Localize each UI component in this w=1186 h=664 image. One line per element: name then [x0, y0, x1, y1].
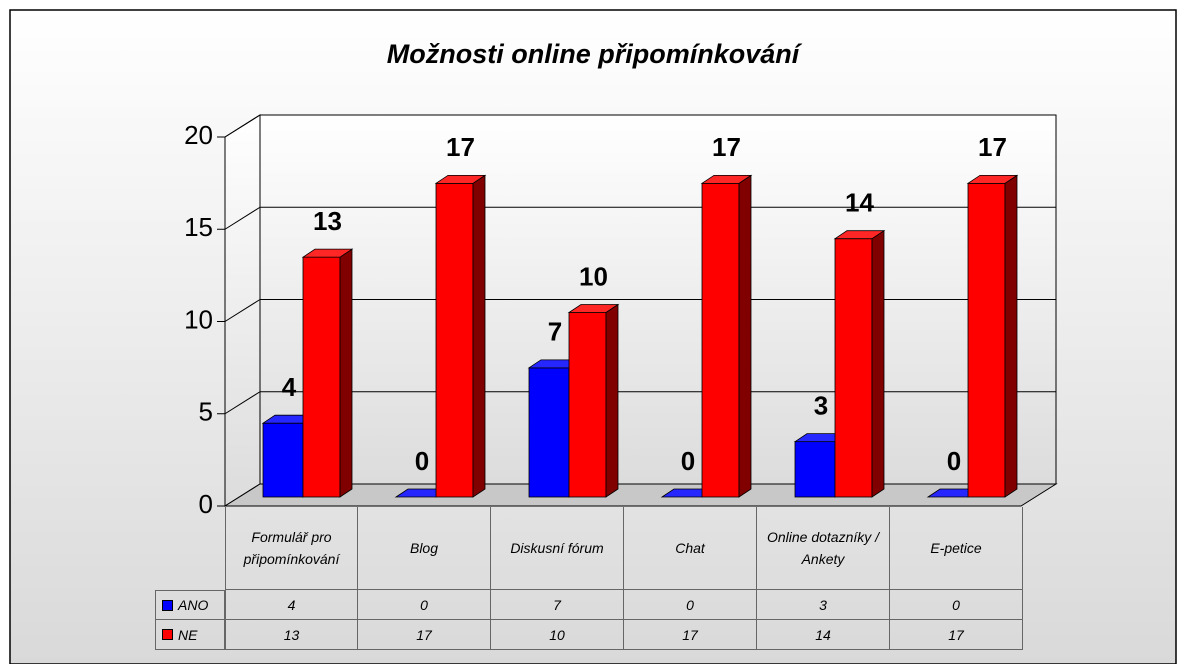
- bar-side: [339, 248, 353, 498]
- table-value: 0: [624, 590, 757, 620]
- bar-top: [434, 174, 487, 184]
- grid-line: [224, 206, 261, 230]
- legend-entry: ANO: [155, 590, 225, 620]
- legend-entry-text: ANO: [178, 597, 209, 613]
- table-value-text: 17: [416, 626, 432, 643]
- data-label: 14: [845, 188, 874, 218]
- table-value: 13: [225, 620, 358, 650]
- data-label: 13: [313, 206, 342, 236]
- data-label: 7: [548, 317, 562, 347]
- bar-top: [833, 230, 886, 240]
- category-cell-text: E-petice: [930, 540, 982, 556]
- bar-side: [871, 229, 885, 498]
- bar-top: [700, 174, 753, 184]
- bar-side: [738, 174, 752, 498]
- category-cell: Blog: [358, 507, 491, 590]
- bar-front: [794, 441, 836, 498]
- table-value-text: 3: [819, 596, 827, 613]
- table-value-text: 17: [682, 626, 698, 643]
- bar-front: [967, 182, 1006, 498]
- y-tick-label: 20: [184, 120, 213, 150]
- bar-side: [472, 174, 486, 498]
- bar-top: [301, 248, 354, 258]
- data-label: 17: [712, 132, 741, 162]
- table-value-text: 0: [952, 596, 960, 613]
- table-value-text: 4: [287, 596, 296, 613]
- table-value-text: 0: [420, 596, 428, 613]
- table-value: 0: [358, 590, 491, 620]
- bar-front: [701, 182, 740, 498]
- data-label: 3: [814, 391, 828, 421]
- legend-entry-text: NE: [178, 626, 198, 643]
- category-cell-text: Chat: [675, 540, 705, 556]
- table-value-text: 17: [948, 626, 964, 643]
- legend-entry: NE: [155, 620, 225, 650]
- table-value: 10: [491, 620, 624, 650]
- data-label: 4: [282, 372, 297, 402]
- category-cell: Online dotazníky / Ankety: [757, 507, 890, 590]
- table-value: 17: [624, 620, 757, 650]
- category-cell: Chat: [624, 507, 757, 590]
- table-value-text: 14: [815, 626, 831, 643]
- data-label: 17: [446, 132, 475, 162]
- category-cell: Formulář pro připomínkování: [225, 507, 358, 590]
- category-cell-text: Diskusní fórum: [510, 540, 604, 556]
- table-value: 4: [225, 590, 358, 620]
- y-tick-label: 15: [184, 212, 213, 242]
- legend-key: [162, 629, 173, 640]
- y-tick-label: 5: [199, 397, 213, 427]
- table-value-text: 7: [553, 596, 561, 613]
- bar-front: [435, 182, 474, 498]
- bar-front: [834, 238, 873, 498]
- category-cell: Diskusní fórum: [491, 507, 624, 590]
- data-label: 17: [978, 132, 1007, 162]
- y-tick-label: 10: [184, 304, 213, 334]
- chart-title: Možnosti online připomínkování: [387, 39, 803, 69]
- bar-side: [1004, 174, 1018, 498]
- data-label: 0: [947, 446, 961, 476]
- y-tick-label: 0: [199, 489, 213, 519]
- table-value: 0: [890, 590, 1023, 620]
- data-label: 0: [681, 446, 695, 476]
- grid-line: [224, 391, 261, 415]
- bar-top: [567, 304, 620, 313]
- legend-key: [162, 599, 173, 611]
- bar-front: [302, 256, 341, 498]
- table-value: 3: [757, 590, 890, 620]
- bar-front: [262, 422, 304, 498]
- bar-front: [568, 312, 607, 498]
- grid-line: [224, 114, 261, 138]
- table-value-text: 0: [686, 596, 694, 613]
- table-value: 17: [890, 620, 1023, 650]
- bar-side: [605, 303, 619, 498]
- data-label: 0: [415, 446, 429, 476]
- table-value: 17: [358, 620, 491, 650]
- table-value: 14: [757, 620, 890, 650]
- grid-line: [224, 299, 261, 322]
- category-cell-text: Formulář pro připomínkování: [243, 529, 340, 567]
- table-value-text: 13: [283, 626, 300, 643]
- category-cell: E-petice: [890, 507, 1023, 590]
- table-value: 7: [491, 590, 624, 620]
- category-cell-text: Online dotazníky / Ankety: [766, 529, 880, 567]
- bar-top: [966, 174, 1019, 184]
- data-label: 10: [579, 261, 608, 291]
- bar-front: [528, 367, 570, 498]
- table-value-text: 10: [549, 626, 565, 643]
- category-cell-text: Blog: [409, 540, 439, 556]
